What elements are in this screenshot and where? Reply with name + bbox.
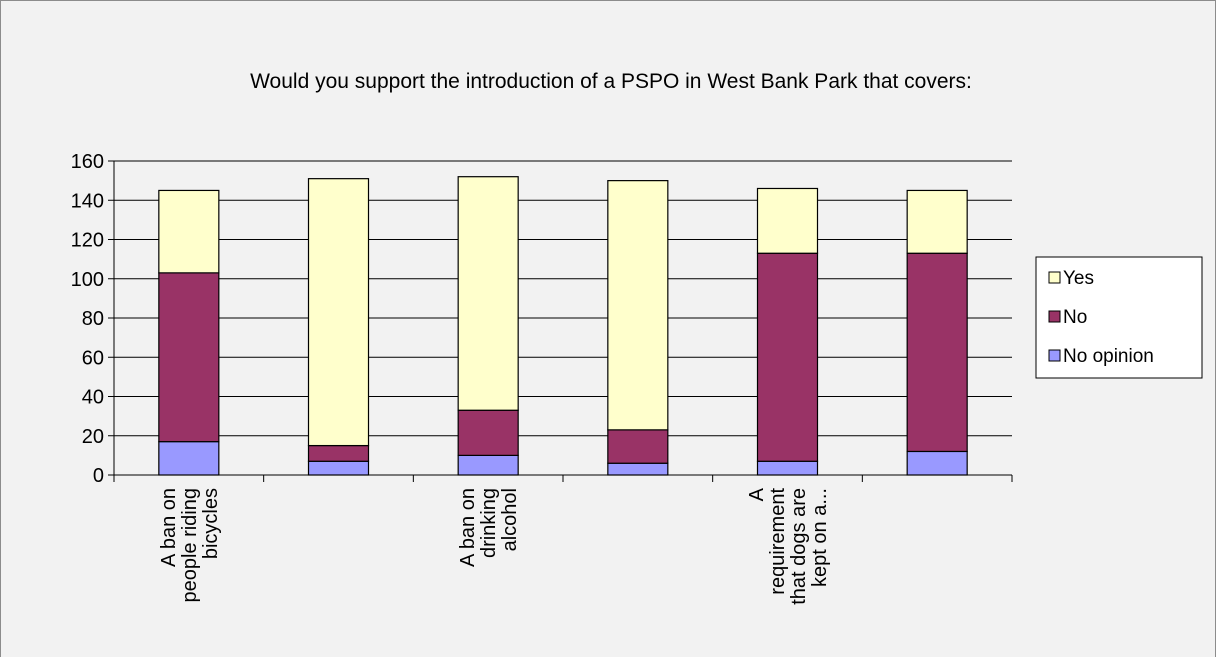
legend-swatch-no <box>1048 310 1061 323</box>
x-axis: A ban on people riding bicycles A ban on dri… <box>113 474 1013 605</box>
legend-swatch-no-opinion <box>1048 349 1061 362</box>
category-label: requirement <box>767 488 789 595</box>
legend-label: Yes <box>1063 268 1094 289</box>
gridlines <box>114 160 1012 437</box>
bar-segment-yes <box>158 189 220 274</box>
bar-segment-no-opinion <box>756 460 819 476</box>
bar-segment-no <box>457 409 519 456</box>
y-tick-label: 120 <box>71 230 104 252</box>
bar-segment-no-opinion <box>457 454 519 476</box>
bar-segment-no <box>607 429 669 464</box>
legend: Yes No No opinion <box>1035 256 1203 379</box>
y-tick-label: 160 <box>71 151 104 173</box>
category-label: bicycles <box>200 488 222 559</box>
legend-label: No opinion <box>1063 346 1154 367</box>
chart-title: Would you support the introduction of a … <box>250 70 972 93</box>
category-label: A ban on <box>457 488 479 567</box>
y-axis: 0 20 40 60 80 100 120 140 160 <box>71 151 115 487</box>
bar-segment-yes <box>607 180 669 431</box>
y-tick-label: 20 <box>82 426 104 448</box>
y-tick-label: 0 <box>93 465 104 487</box>
bar-segment-no <box>307 444 370 462</box>
category-label: A <box>746 487 768 501</box>
legend-swatch-yes <box>1048 271 1061 284</box>
legend-box <box>1035 256 1203 379</box>
bar-segment-yes <box>756 187 819 254</box>
y-tick-label: 80 <box>82 308 104 330</box>
bar-segment-yes <box>457 176 519 411</box>
y-tick-label: 40 <box>82 387 104 409</box>
category-label: people riding <box>179 488 201 603</box>
bar-segment-no <box>756 252 819 462</box>
bar-segment-no-opinion <box>307 460 370 476</box>
bar-segment-no-opinion <box>158 441 220 476</box>
bar-segment-yes <box>906 189 968 254</box>
y-tick-label: 140 <box>71 190 104 212</box>
category-label: that dogs are <box>788 488 810 605</box>
bars <box>158 176 968 476</box>
bar-segment-no-opinion <box>607 462 669 476</box>
category-label: A ban on <box>158 488 180 567</box>
y-tick-label: 100 <box>71 269 104 291</box>
bar-segment-no <box>906 252 968 453</box>
legend-label: No <box>1063 307 1087 328</box>
category-label: kept on a... <box>809 488 831 587</box>
bar-segment-no-opinion <box>906 450 968 476</box>
bar-segment-yes <box>307 178 370 447</box>
bar-segment-no <box>158 272 220 443</box>
category-label: drinking <box>478 488 500 558</box>
y-tick-label: 60 <box>82 347 104 369</box>
category-label: alcohol <box>499 488 521 551</box>
